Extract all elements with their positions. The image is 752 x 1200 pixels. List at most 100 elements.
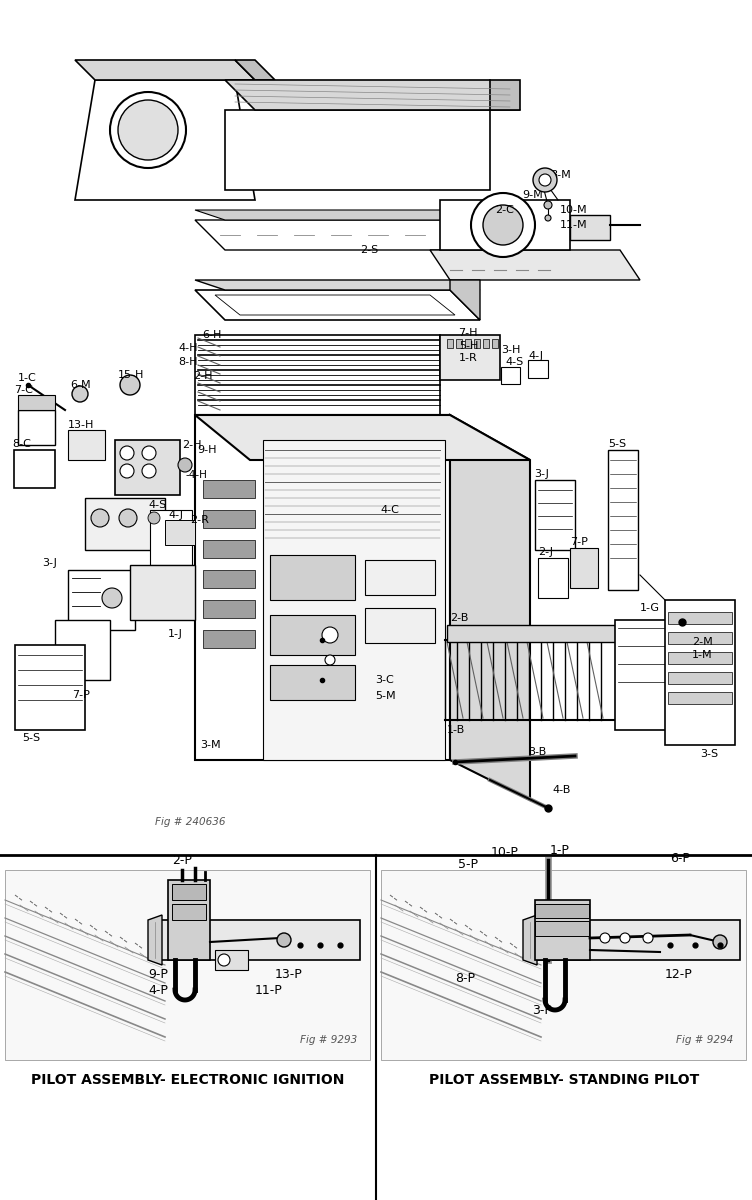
- Polygon shape: [525, 920, 740, 960]
- Polygon shape: [203, 540, 255, 558]
- Polygon shape: [665, 600, 735, 745]
- Polygon shape: [85, 498, 165, 550]
- Text: 3-J: 3-J: [42, 558, 57, 568]
- Polygon shape: [450, 415, 530, 800]
- Polygon shape: [535, 922, 589, 936]
- Text: 9-H: 9-H: [197, 445, 217, 455]
- Circle shape: [120, 374, 140, 395]
- Text: 6-M: 6-M: [70, 380, 91, 390]
- Text: Fig # 9293: Fig # 9293: [300, 1034, 357, 1045]
- Text: 2-P: 2-P: [172, 853, 192, 866]
- Polygon shape: [490, 80, 520, 110]
- Polygon shape: [235, 60, 275, 80]
- Text: 3-H: 3-H: [501, 346, 520, 355]
- Circle shape: [119, 509, 137, 527]
- Text: 10-P: 10-P: [491, 846, 519, 859]
- Polygon shape: [447, 338, 453, 348]
- Polygon shape: [195, 220, 520, 250]
- Polygon shape: [215, 295, 455, 314]
- Polygon shape: [270, 554, 355, 600]
- Circle shape: [120, 464, 134, 478]
- Polygon shape: [492, 338, 498, 348]
- Polygon shape: [75, 80, 255, 200]
- Circle shape: [544, 200, 552, 209]
- Text: 4-C: 4-C: [380, 505, 399, 515]
- Text: 2-J: 2-J: [538, 547, 553, 557]
- Circle shape: [72, 386, 88, 402]
- Polygon shape: [150, 920, 360, 960]
- Polygon shape: [570, 215, 610, 240]
- Text: 1-J: 1-J: [168, 629, 183, 638]
- Text: 1-B: 1-B: [447, 725, 465, 734]
- Polygon shape: [570, 548, 598, 588]
- Polygon shape: [456, 338, 462, 348]
- Text: 3-J: 3-J: [534, 469, 549, 479]
- Polygon shape: [115, 440, 180, 494]
- Circle shape: [322, 626, 338, 643]
- Polygon shape: [450, 280, 480, 320]
- Text: PILOT ASSEMBLY- ELECTRONIC IGNITION: PILOT ASSEMBLY- ELECTRONIC IGNITION: [32, 1073, 344, 1087]
- Text: 3-B: 3-B: [528, 746, 546, 757]
- Circle shape: [178, 458, 192, 472]
- Polygon shape: [440, 200, 570, 250]
- Polygon shape: [365, 560, 435, 595]
- Polygon shape: [75, 60, 255, 80]
- Circle shape: [110, 92, 186, 168]
- Text: 4-B: 4-B: [552, 785, 570, 794]
- Circle shape: [600, 934, 610, 943]
- Polygon shape: [55, 620, 110, 680]
- Text: 3-M: 3-M: [200, 740, 220, 750]
- Text: Fig # 9294: Fig # 9294: [676, 1034, 733, 1045]
- Text: 4-J: 4-J: [168, 510, 183, 520]
- Polygon shape: [172, 884, 206, 900]
- Polygon shape: [203, 600, 255, 618]
- Polygon shape: [195, 415, 530, 460]
- Polygon shape: [150, 510, 192, 565]
- Text: 12-P: 12-P: [665, 968, 693, 982]
- Circle shape: [643, 934, 653, 943]
- Text: 2-H: 2-H: [182, 440, 202, 450]
- Circle shape: [277, 934, 291, 947]
- Circle shape: [102, 588, 122, 608]
- Text: 1-G: 1-G: [640, 602, 660, 613]
- Text: 8-M: 8-M: [550, 170, 571, 180]
- Polygon shape: [203, 630, 255, 648]
- Text: 7-C: 7-C: [14, 385, 33, 395]
- Text: 5-S: 5-S: [22, 733, 40, 743]
- Text: 8-H: 8-H: [178, 358, 198, 367]
- Polygon shape: [203, 510, 255, 528]
- Polygon shape: [535, 480, 575, 550]
- Text: 4-J: 4-J: [528, 350, 543, 361]
- Text: 6-P: 6-P: [670, 852, 690, 864]
- Polygon shape: [130, 565, 195, 620]
- Text: 6-H: 6-H: [202, 330, 221, 340]
- Text: 1-P: 1-P: [550, 844, 570, 857]
- Polygon shape: [195, 280, 480, 290]
- Polygon shape: [668, 672, 732, 684]
- Polygon shape: [14, 450, 55, 488]
- Text: 11-P: 11-P: [255, 984, 283, 996]
- Circle shape: [142, 464, 156, 478]
- Polygon shape: [195, 210, 520, 220]
- Polygon shape: [668, 692, 732, 704]
- Circle shape: [120, 446, 134, 460]
- Text: 4-H: 4-H: [178, 343, 198, 353]
- Polygon shape: [465, 338, 471, 348]
- Polygon shape: [270, 665, 355, 700]
- Polygon shape: [203, 480, 255, 498]
- Polygon shape: [18, 410, 55, 445]
- Polygon shape: [501, 367, 520, 384]
- Polygon shape: [148, 914, 162, 965]
- Polygon shape: [225, 110, 490, 190]
- Polygon shape: [68, 430, 105, 460]
- Text: 2-C: 2-C: [495, 205, 514, 215]
- Polygon shape: [203, 570, 255, 588]
- Text: 1-C: 1-C: [18, 373, 37, 383]
- Text: 8-C: 8-C: [12, 439, 31, 449]
- Text: -4-H: -4-H: [186, 470, 208, 480]
- Circle shape: [218, 954, 230, 966]
- Polygon shape: [215, 950, 248, 970]
- Text: 5-P: 5-P: [458, 858, 478, 871]
- Polygon shape: [535, 904, 589, 918]
- Circle shape: [118, 100, 178, 160]
